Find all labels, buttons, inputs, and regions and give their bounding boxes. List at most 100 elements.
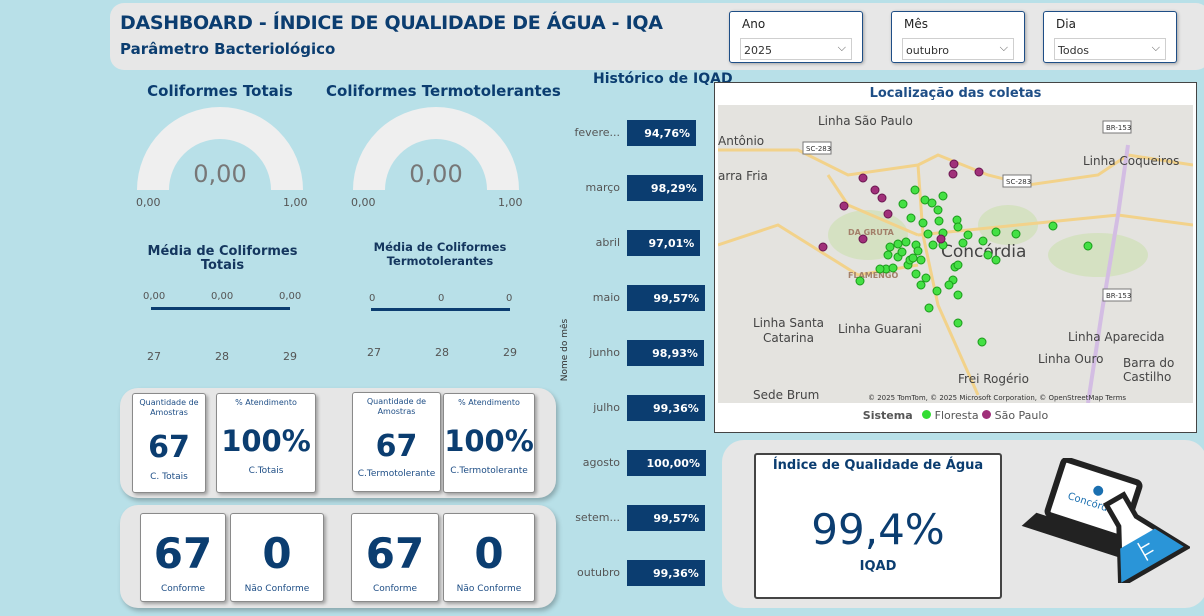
map-legend: Sistema Floresta São Paulo	[715, 409, 1196, 422]
map-marker-floresta	[908, 253, 918, 263]
card-caption: % Atendimento	[235, 398, 297, 407]
chevron-down-icon: ⌵	[837, 41, 846, 54]
lab-laptop-logo: Concórdia	[1021, 458, 1190, 583]
bar-junho[interactable]: 98,93%	[627, 340, 704, 366]
mean-value: 0,00	[279, 291, 302, 302]
road-shield-label: SC-283	[806, 145, 831, 153]
bar-outubro[interactable]: 99,36%	[627, 560, 705, 586]
map-marker-sao-paulo	[839, 201, 849, 211]
iqa-label: IQAD	[859, 559, 897, 574]
map-marker-sao-paulo	[877, 193, 887, 203]
card-sub: Conforme	[160, 584, 205, 594]
month-label: maio	[592, 291, 620, 304]
legend-item[interactable]: São Paulo	[994, 409, 1049, 422]
map-place-label: Sede Brum	[753, 388, 819, 402]
gauge-title-totais: Coliformes Totais	[147, 82, 293, 100]
iqa-card: Índice de Qualidade de Água 99,4% IQAD	[754, 453, 1002, 599]
day-label: 27	[147, 350, 161, 363]
map-marker-floresta	[933, 205, 943, 215]
card-sub: C.Termotolerante	[357, 469, 436, 479]
map[interactable]: Linha São Paulo Antônio arra Fria Linha Coq…	[718, 105, 1193, 403]
map-marker-floresta	[875, 264, 885, 274]
map-marker-sao-paulo	[949, 159, 959, 169]
bar-agosto[interactable]: 100,00%	[627, 450, 706, 476]
map-marker-floresta	[963, 230, 973, 240]
card-sub: Conforme	[372, 584, 417, 594]
card-value: 100%	[221, 424, 311, 458]
month-label: outubro	[577, 566, 620, 579]
gauge-arc	[353, 107, 519, 190]
month-label: junho	[589, 346, 620, 359]
card-sub: Não Conforme	[456, 584, 522, 594]
map-marker-floresta	[977, 337, 987, 347]
filter-ano[interactable]: Ano 2025 ⌵	[729, 11, 863, 63]
road-shield	[1002, 174, 1032, 188]
ano-select[interactable]: 2025 ⌵	[740, 38, 852, 60]
mean-line	[371, 308, 510, 311]
bar-maro[interactable]: 98,29%	[627, 175, 703, 201]
chevron-down-icon: ⌵	[1151, 41, 1160, 54]
gauge-min: 0,00	[136, 196, 161, 209]
map-place-label: Linha Ouro	[1038, 352, 1103, 366]
month-label: fevere...	[574, 126, 620, 139]
gauge-min: 0,00	[351, 196, 376, 209]
map-marker-sao-paulo	[948, 169, 958, 179]
card-caption: Quantidade de Amostras	[139, 398, 199, 417]
bar-maio[interactable]: 99,57%	[627, 285, 706, 311]
card-caption: Quantidade de Amostras	[366, 397, 427, 416]
map-marker-floresta	[885, 242, 895, 252]
map-marker-floresta	[855, 276, 865, 286]
card-value: 67	[365, 529, 425, 578]
bar-setem[interactable]: 99,57%	[627, 505, 706, 531]
map-marker-sao-paulo	[858, 173, 868, 183]
filter-mes[interactable]: Mês outubro ⌵	[891, 11, 1025, 63]
card-value: 67	[153, 529, 213, 578]
legend-title: Sistema	[862, 409, 913, 422]
card-value: 67	[148, 430, 190, 465]
map-place-label: arra Fria	[718, 169, 768, 183]
road	[917, 213, 1193, 237]
gauge-arc	[137, 107, 303, 190]
bar-fevere[interactable]: 94,76%	[627, 120, 697, 146]
road-shield	[802, 141, 832, 155]
card-value: 0	[262, 529, 292, 578]
mes-select[interactable]: outubro ⌵	[902, 38, 1014, 60]
map-marker-floresta	[1083, 241, 1093, 251]
bar-julho[interactable]: 99,36%	[627, 395, 705, 421]
card-value: 100%	[444, 424, 534, 458]
map-marker-floresta	[944, 280, 954, 290]
card-sub: C.Totais	[248, 466, 284, 476]
map-place-label: Frei Rogério	[958, 372, 1029, 386]
map-marker-floresta	[953, 222, 963, 232]
map-marker-floresta	[934, 216, 944, 226]
map-marker-floresta	[958, 238, 968, 248]
map-marker-sao-paulo	[818, 242, 828, 252]
map-place-label: FLAMENGO	[848, 271, 898, 280]
filter-label: Ano	[742, 17, 766, 31]
mean-value: 0	[506, 293, 513, 304]
legend-item[interactable]: Floresta	[934, 409, 979, 422]
map-marker-floresta	[953, 318, 963, 328]
map-marker-floresta	[928, 240, 938, 250]
map-marker-floresta	[991, 227, 1001, 237]
dia-select[interactable]: Todos ⌵	[1054, 38, 1166, 60]
card-value: 0	[474, 529, 504, 578]
day-label: 27	[367, 346, 381, 359]
filter-label: Dia	[1056, 17, 1076, 31]
map-marker-floresta	[921, 273, 931, 283]
mean-value: 0,00	[143, 291, 166, 302]
map-place-label: Linha Coqueiros	[1083, 154, 1179, 168]
road-shield	[1102, 120, 1132, 134]
bar-abril[interactable]: 97,01%	[627, 230, 701, 256]
road-shield	[1102, 288, 1132, 302]
map-marker-sao-paulo	[974, 167, 984, 177]
filter-dia[interactable]: Dia Todos ⌵	[1043, 11, 1177, 63]
map-marker-floresta	[923, 229, 933, 239]
card-atendimento-termo: % Atendimento 100% C.Termotolerante	[443, 393, 535, 493]
map-marker-floresta	[893, 239, 903, 249]
map-marker-floresta	[1048, 221, 1058, 231]
map-place-label: DA GRUTA	[848, 228, 895, 237]
map-place-label: Linha São Paulo	[818, 114, 913, 128]
card-sub: C. Totais	[150, 472, 188, 482]
legend-dot-sao-paulo	[982, 410, 992, 419]
